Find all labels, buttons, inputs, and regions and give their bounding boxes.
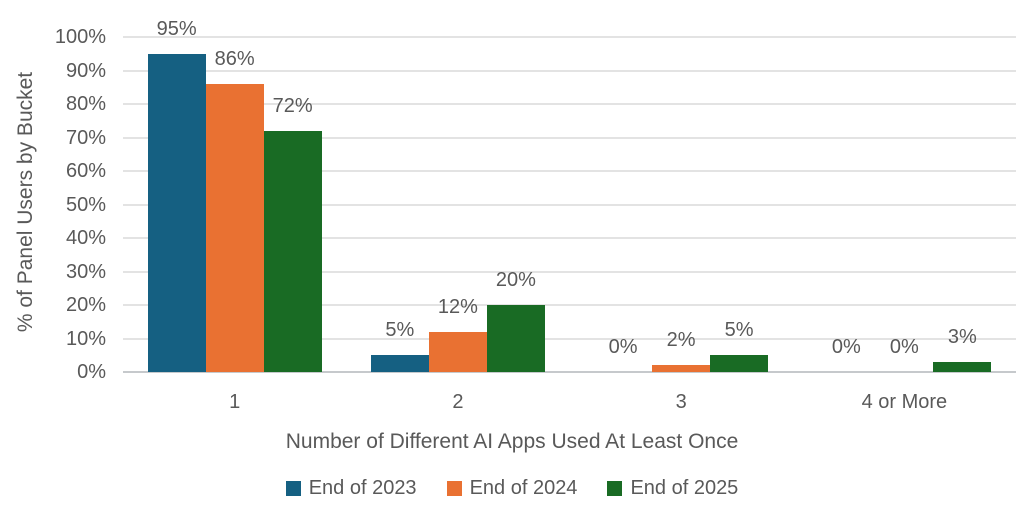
legend-item-end-of-2023: End of 2023 — [285, 477, 417, 500]
bar-end-of-2023-cat1 — [147, 53, 206, 372]
data-label: 0% — [889, 336, 919, 358]
legend: End of 2023 End of 2024 End of 2025 — [0, 477, 1024, 500]
y-tick-label: 20% — [65, 294, 106, 316]
legend-item-end-of-2025: End of 2025 — [607, 477, 738, 500]
x-axis-line — [123, 371, 1016, 373]
legend-label: End of 2023 — [308, 477, 417, 499]
category-label: 4 or More — [861, 391, 948, 413]
category-label: 3 — [675, 391, 687, 413]
legend-swatch — [285, 481, 301, 496]
bar-end-of-2025-cat2 — [486, 305, 545, 372]
y-tick-label: 100% — [54, 26, 106, 48]
gridline — [123, 270, 1016, 273]
data-label: 12% — [437, 295, 478, 318]
data-label: 0% — [831, 336, 861, 358]
category-label: 2 — [452, 391, 464, 413]
bar-end-of-2023-cat2 — [370, 355, 429, 372]
y-tick-label: 70% — [65, 126, 106, 149]
bar-end-of-2024-cat3 — [652, 365, 711, 372]
gridline — [123, 103, 1016, 105]
legend-item-end-of-2024: End of 2024 — [446, 477, 578, 500]
bar-end-of-2025-cat1 — [263, 130, 322, 372]
data-label: 2% — [666, 329, 696, 352]
y-tick-label: 90% — [65, 59, 106, 82]
gridline — [123, 237, 1016, 239]
data-label: 86% — [214, 47, 255, 70]
legend-swatch — [446, 481, 462, 496]
y-tick-label: 30% — [65, 260, 106, 283]
data-label: 72% — [272, 94, 313, 117]
gridline — [123, 170, 1016, 172]
bar-end-of-2025-cat4 — [933, 361, 992, 372]
legend-label: End of 2025 — [630, 477, 739, 499]
y-tick-label: 60% — [65, 160, 106, 182]
data-label: 3% — [947, 325, 977, 348]
data-label: 5% — [724, 319, 754, 342]
y-tick-label: 10% — [65, 327, 106, 350]
data-label: 5% — [385, 319, 415, 342]
legend-label: End of 2024 — [469, 477, 578, 499]
x-axis-title: Number of Different AI Apps Used At Leas… — [285, 430, 739, 453]
data-label: 20% — [495, 269, 536, 291]
y-tick-label: 40% — [65, 227, 106, 249]
bar-end-of-2025-cat3 — [710, 355, 769, 372]
gridline — [123, 304, 1016, 306]
y-tick-label: 0% — [77, 361, 106, 383]
gridline — [123, 69, 1016, 72]
data-label: 95% — [156, 17, 197, 40]
y-tick-label: 50% — [65, 193, 106, 216]
bar-end-of-2024-cat1 — [205, 83, 264, 372]
gridline — [123, 36, 1016, 38]
bar-end-of-2024-cat2 — [428, 331, 487, 372]
gridline — [123, 136, 1016, 139]
gridline — [123, 337, 1016, 340]
category-label: 1 — [229, 391, 241, 413]
gridline — [123, 203, 1016, 206]
legend-swatch — [607, 481, 623, 496]
data-label: 0% — [608, 336, 638, 358]
y-tick-label: 80% — [65, 93, 106, 115]
